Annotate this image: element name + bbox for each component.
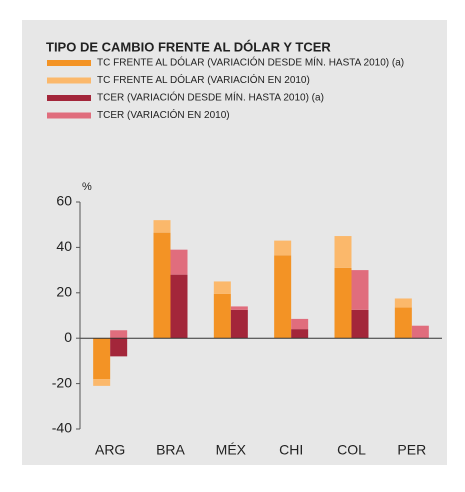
bar — [93, 338, 111, 380]
panel — [22, 20, 447, 465]
x-tick-label: COL — [337, 442, 366, 458]
bar — [170, 249, 188, 275]
legend-label: TCER (VARIACIÓN DESDE MÍN. HASTA 2010) (… — [97, 91, 324, 104]
y-tick-label: 60 — [56, 193, 72, 209]
y-tick-label: 20 — [56, 284, 72, 300]
bar — [274, 255, 292, 339]
legend-swatch — [47, 60, 91, 66]
x-tick-label: MÉX — [216, 442, 247, 458]
y-axis-label: % — [82, 181, 92, 193]
bar — [153, 220, 171, 233]
x-tick-label: PER — [397, 442, 426, 458]
legend-label: TC FRENTE AL DÓLAR (VARIACIÓN EN 2010) — [97, 73, 310, 86]
bar — [351, 309, 369, 339]
bar — [394, 298, 412, 308]
bar — [110, 338, 128, 357]
bar — [230, 309, 248, 339]
x-tick-label: CHI — [279, 442, 303, 458]
x-tick-label: ARG — [95, 442, 125, 458]
bar — [93, 379, 111, 386]
bar — [274, 240, 292, 256]
bar — [213, 293, 231, 339]
legend-swatch — [47, 95, 91, 101]
legend-label: TCER (VARIACIÓN EN 2010) — [97, 108, 230, 121]
y-tick-label: -40 — [52, 420, 72, 436]
bar — [334, 236, 352, 268]
bar — [291, 318, 309, 330]
legend-label: TC FRENTE AL DÓLAR (VARIACIÓN DESDE MÍN.… — [97, 56, 404, 69]
y-tick-label: -20 — [52, 374, 72, 390]
bar — [230, 306, 248, 310]
legend-swatch — [47, 77, 91, 84]
y-tick-label: 0 — [64, 329, 72, 345]
bar — [394, 307, 412, 339]
bar — [411, 325, 429, 339]
bar — [153, 232, 171, 339]
bar — [334, 267, 352, 339]
bar — [291, 329, 309, 339]
bar — [351, 270, 369, 310]
y-tick-label: 40 — [56, 238, 72, 254]
chart-title: TIPO DE CAMBIO FRENTE AL DÓLAR Y TCER — [46, 39, 331, 54]
bar — [213, 281, 231, 294]
bar — [170, 274, 188, 339]
legend-swatch — [47, 112, 91, 119]
bar — [110, 330, 128, 339]
x-tick-label: BRA — [156, 442, 185, 458]
